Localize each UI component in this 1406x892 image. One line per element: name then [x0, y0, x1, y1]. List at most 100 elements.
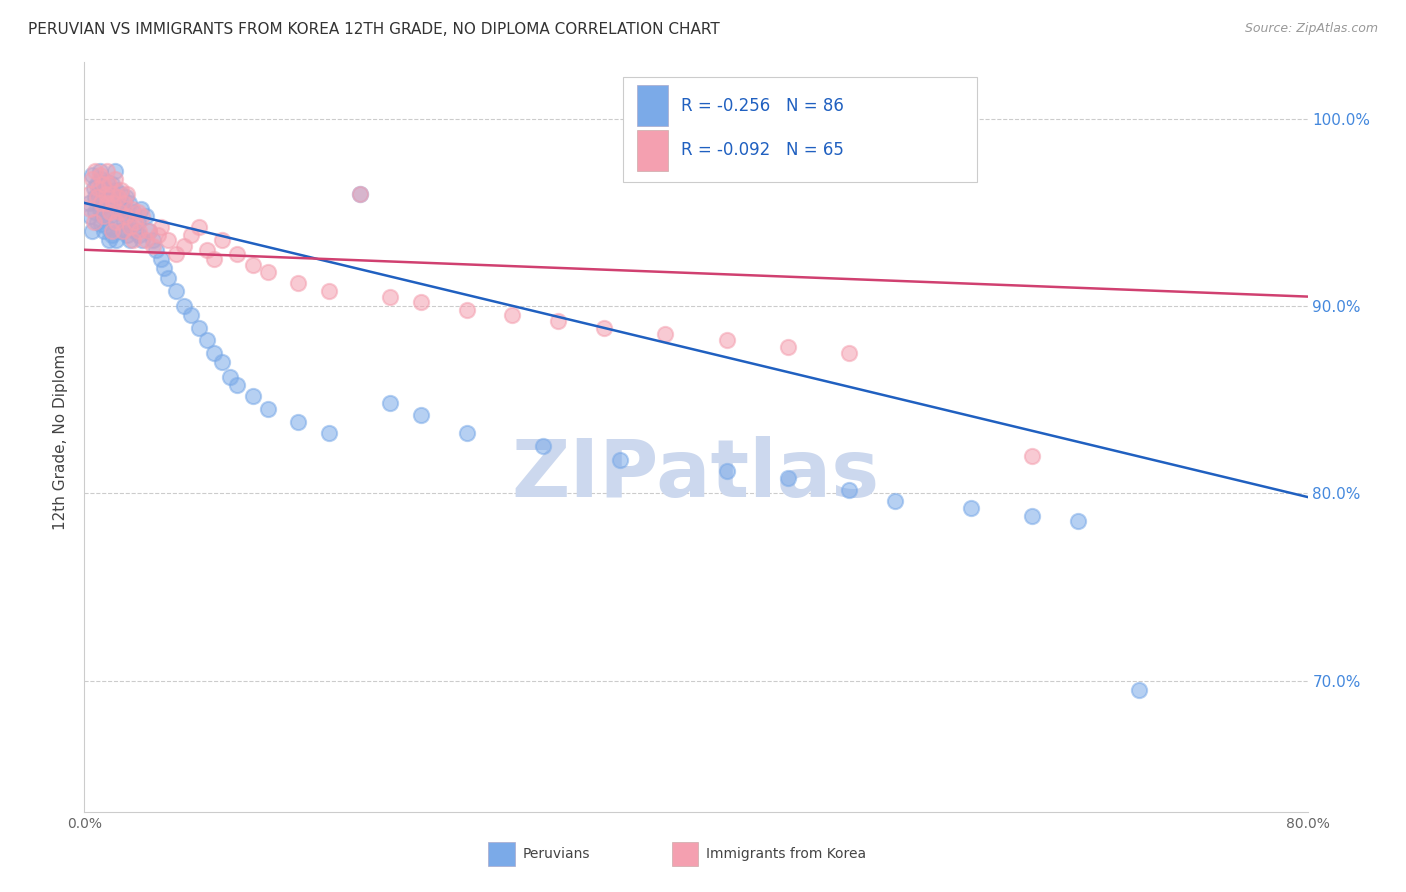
Point — [101, 178, 124, 192]
Point — [838, 483, 860, 497]
Point — [180, 227, 202, 242]
Point — [349, 186, 371, 201]
Point — [112, 196, 135, 211]
Point — [118, 196, 141, 211]
Point — [142, 233, 165, 247]
Point — [94, 205, 117, 219]
Point — [84, 164, 107, 178]
Point — [654, 327, 676, 342]
Point — [128, 227, 150, 242]
Point — [195, 333, 218, 347]
Point — [456, 426, 478, 441]
Point — [80, 171, 103, 186]
Point — [96, 196, 118, 211]
Point — [173, 299, 195, 313]
Point — [97, 178, 120, 192]
Bar — [637, 130, 668, 171]
Y-axis label: 12th Grade, No Diploma: 12th Grade, No Diploma — [53, 344, 69, 530]
Point — [86, 190, 108, 204]
Point — [349, 186, 371, 201]
Point — [218, 370, 240, 384]
Point — [127, 215, 149, 229]
Point — [165, 284, 187, 298]
Point — [318, 284, 340, 298]
Point — [93, 190, 115, 204]
Point — [1128, 683, 1150, 698]
Point — [87, 181, 110, 195]
Point — [115, 209, 138, 223]
Point — [593, 321, 616, 335]
Point — [80, 224, 103, 238]
Point — [110, 183, 132, 197]
Point — [776, 340, 799, 354]
Point — [195, 243, 218, 257]
Point — [531, 440, 554, 454]
Point — [1067, 514, 1090, 528]
Point — [609, 452, 631, 467]
Point — [103, 190, 125, 204]
Point — [287, 277, 309, 291]
Point — [120, 220, 142, 235]
Text: Immigrants from Korea: Immigrants from Korea — [706, 847, 866, 862]
Point — [716, 333, 738, 347]
Point — [287, 415, 309, 429]
Point — [124, 215, 146, 229]
Point — [97, 233, 120, 247]
Point — [107, 224, 129, 238]
Point — [101, 224, 124, 238]
Point — [211, 233, 233, 247]
Text: Source: ZipAtlas.com: Source: ZipAtlas.com — [1244, 22, 1378, 36]
Point — [89, 202, 111, 216]
Point — [318, 426, 340, 441]
Point — [104, 164, 127, 178]
Bar — [637, 85, 668, 126]
Point — [84, 190, 107, 204]
Point — [111, 224, 134, 238]
Point — [257, 265, 280, 279]
Point — [145, 243, 167, 257]
Point — [142, 239, 165, 253]
Point — [77, 196, 100, 211]
Point — [97, 186, 120, 201]
Point — [105, 215, 128, 229]
Point — [104, 171, 127, 186]
Point — [165, 246, 187, 260]
Point — [77, 186, 100, 201]
Point — [124, 224, 146, 238]
Point — [121, 202, 143, 216]
Point — [79, 209, 101, 223]
Point — [111, 224, 134, 238]
Point — [456, 302, 478, 317]
Point — [103, 196, 125, 211]
Point — [242, 389, 264, 403]
Point — [108, 205, 131, 219]
Point — [90, 196, 112, 211]
Point — [90, 217, 112, 231]
Point — [146, 227, 169, 242]
Point — [173, 239, 195, 253]
Point — [211, 355, 233, 369]
Point — [96, 164, 118, 178]
Text: PERUVIAN VS IMMIGRANTS FROM KOREA 12TH GRADE, NO DIPLOMA CORRELATION CHART: PERUVIAN VS IMMIGRANTS FROM KOREA 12TH G… — [28, 22, 720, 37]
Point — [122, 233, 145, 247]
Point — [105, 183, 128, 197]
Point — [114, 209, 136, 223]
Point — [547, 314, 569, 328]
FancyBboxPatch shape — [623, 78, 977, 182]
Point — [94, 183, 117, 197]
Point — [131, 233, 153, 247]
Point — [122, 205, 145, 219]
Bar — [672, 842, 699, 866]
Point — [129, 202, 152, 216]
Text: ZIPatlas: ZIPatlas — [512, 435, 880, 514]
Point — [107, 190, 129, 204]
Point — [98, 196, 121, 211]
Point — [138, 224, 160, 238]
Point — [149, 220, 172, 235]
Point — [86, 215, 108, 229]
Text: Peruvians: Peruvians — [522, 847, 589, 862]
Point — [86, 178, 108, 192]
Point — [96, 220, 118, 235]
Point — [104, 215, 127, 229]
Point — [83, 215, 105, 229]
